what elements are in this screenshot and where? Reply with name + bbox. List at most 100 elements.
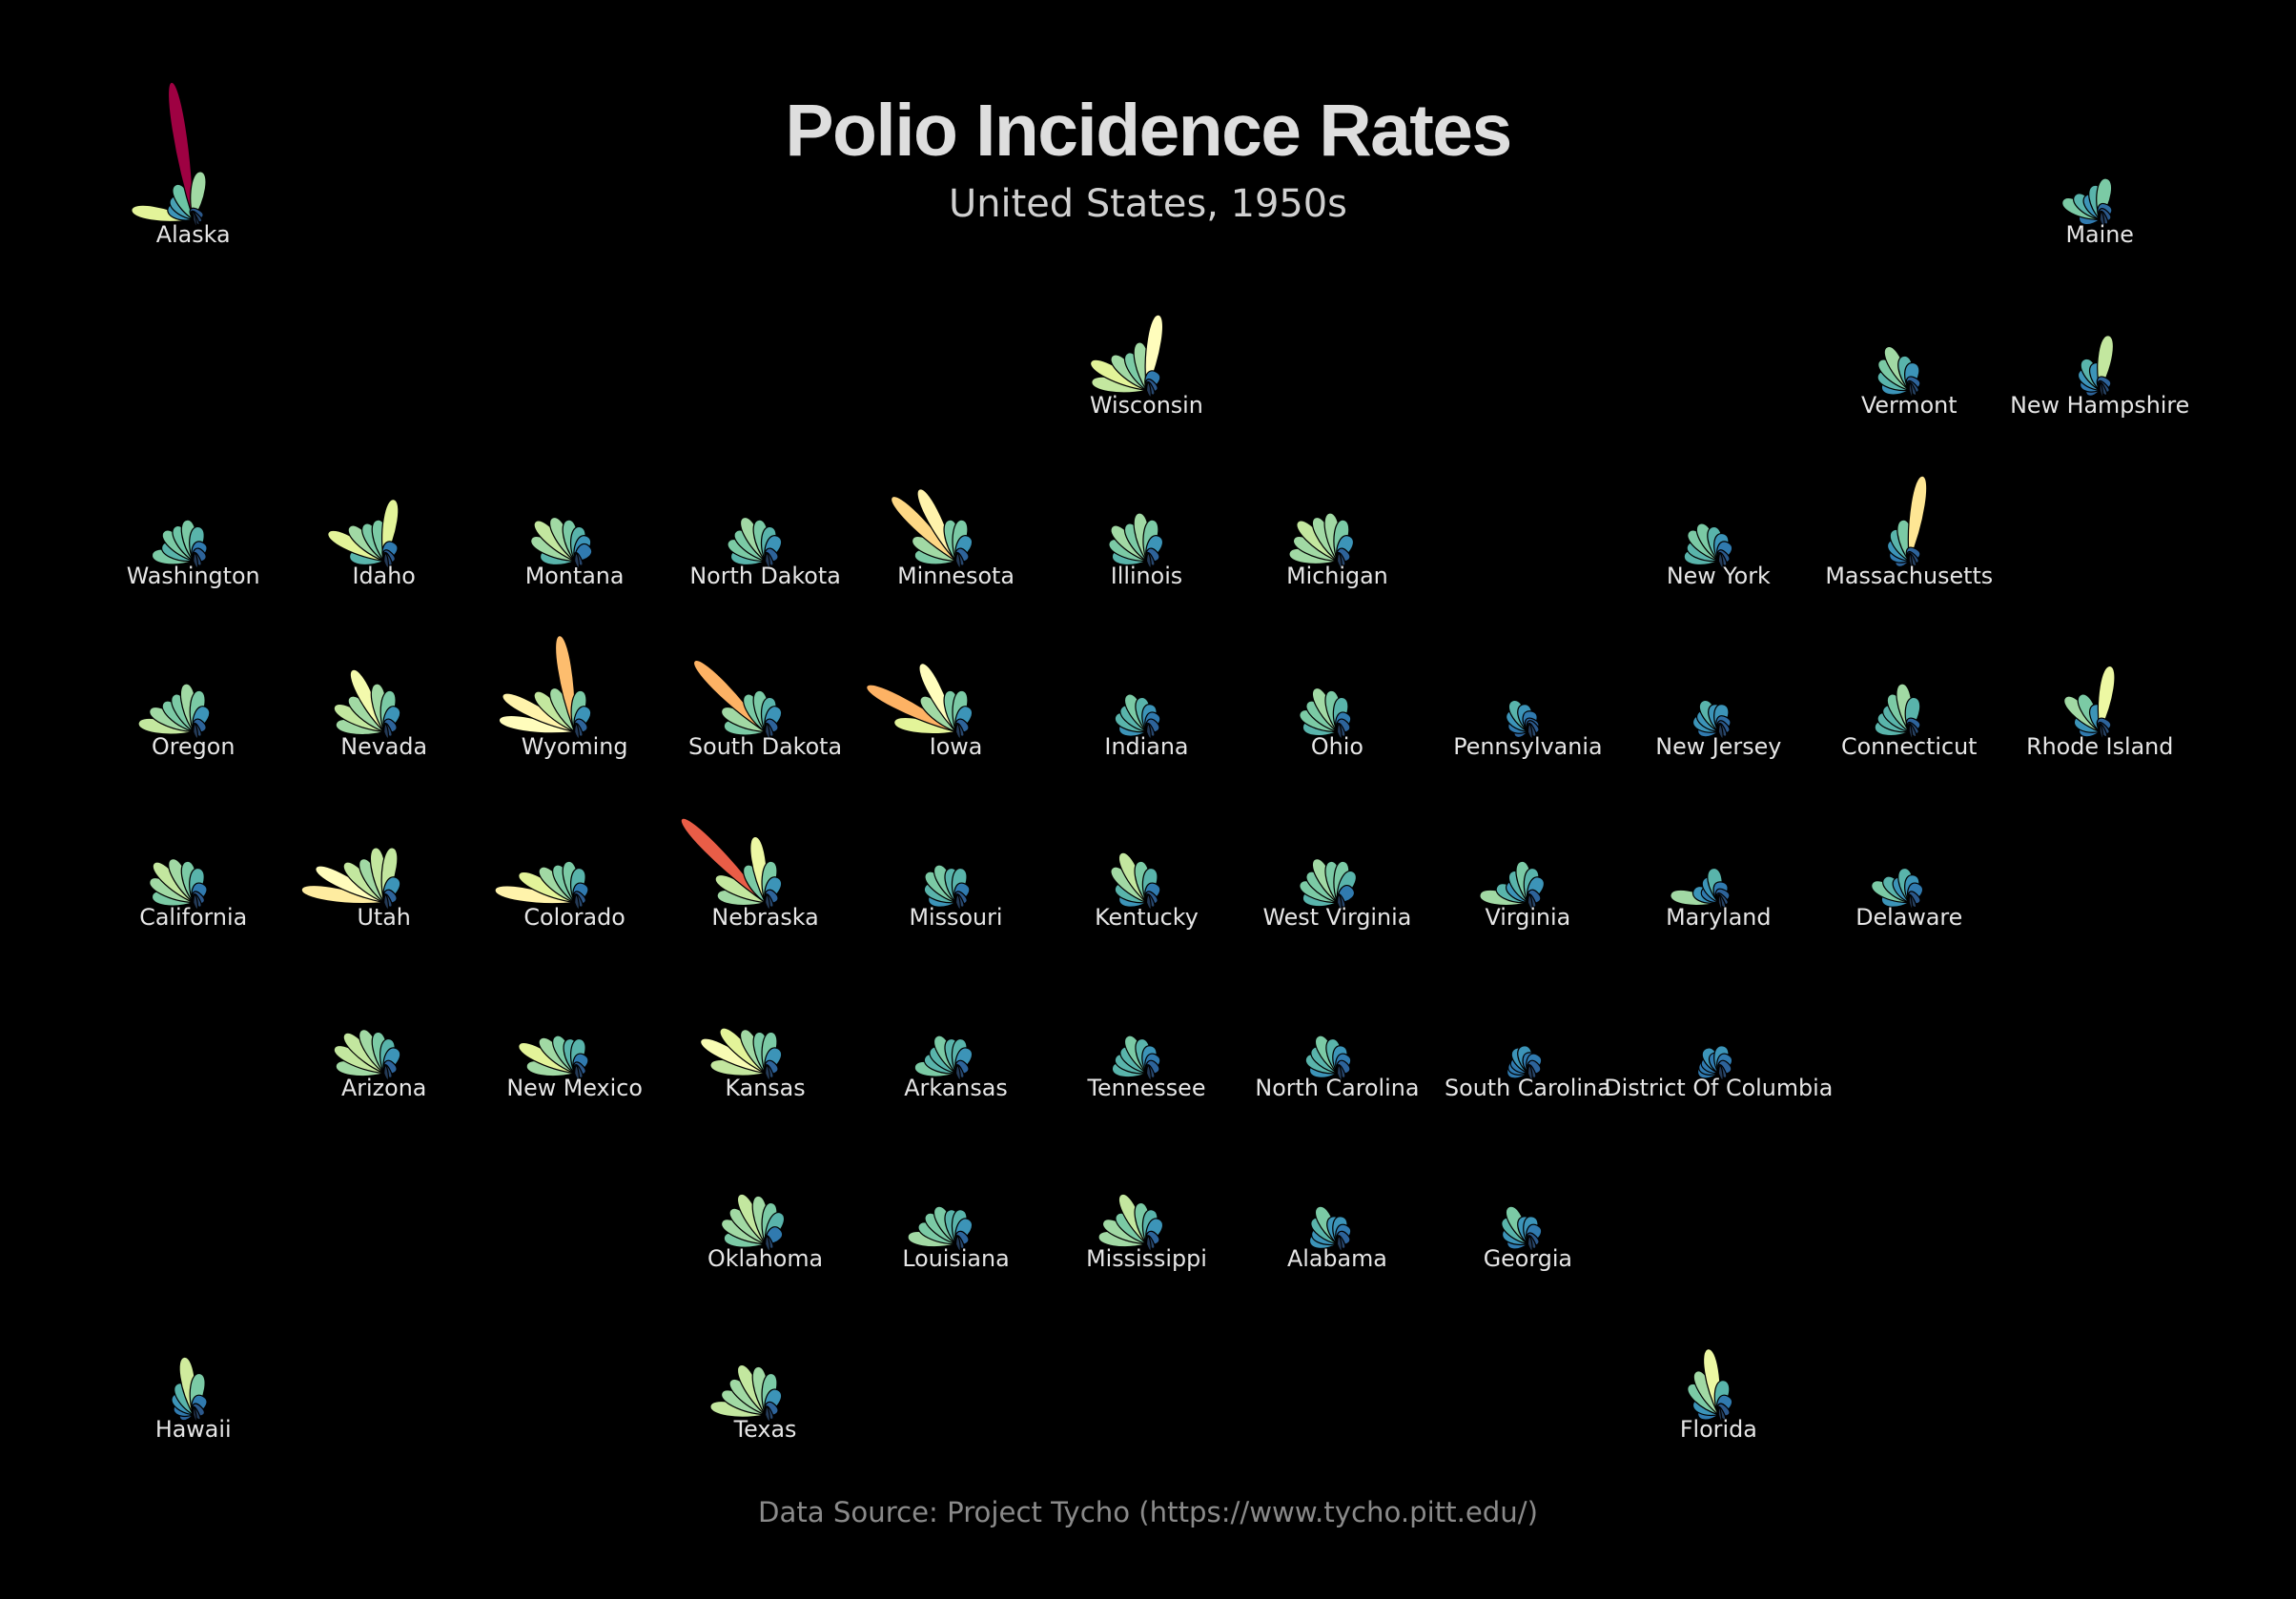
- state-glyph: [1108, 512, 1164, 569]
- state-label: Colorado: [523, 904, 625, 931]
- state-label: Arizona: [341, 1075, 426, 1101]
- state-glyph: [2061, 177, 2113, 227]
- state-glyph: [333, 1029, 401, 1081]
- state-glyph: [1110, 851, 1161, 911]
- state-glyph: [721, 1193, 786, 1252]
- petal: [954, 894, 961, 911]
- state-glyph: [1874, 683, 1921, 740]
- state-glyph: [1683, 523, 1733, 569]
- petal: [1527, 1065, 1533, 1081]
- petal: [1527, 724, 1533, 740]
- state-glyph: [530, 517, 593, 569]
- petal: [764, 553, 770, 569]
- state-label: New Mexico: [506, 1075, 643, 1101]
- petal: [1717, 1065, 1724, 1081]
- petal: [383, 1065, 390, 1081]
- state-label: Maryland: [1666, 904, 1771, 931]
- state-glyph: [907, 1205, 974, 1252]
- state-label: Iowa: [930, 733, 983, 760]
- petal: [1336, 1236, 1343, 1252]
- petal: [383, 894, 390, 911]
- petal: [954, 724, 961, 740]
- state-glyph: [149, 858, 208, 911]
- state-glyph: [1090, 314, 1164, 398]
- petal: [1145, 724, 1152, 740]
- state-glyph: [1876, 345, 1921, 399]
- state-glyph: [1114, 693, 1161, 740]
- state-label: District Of Columbia: [1604, 1075, 1833, 1101]
- state-label: Ohio: [1311, 733, 1363, 760]
- state-glyph: [1299, 858, 1358, 911]
- petal: [764, 894, 770, 911]
- state-glyph: [709, 1363, 783, 1423]
- petal: [167, 81, 195, 220]
- state-label: New York: [1667, 563, 1771, 589]
- petal: [1908, 724, 1914, 740]
- state-glyph: [2063, 665, 2116, 740]
- state-glyph: [1507, 1045, 1543, 1081]
- state-label: Missouri: [910, 904, 1003, 931]
- petal: [1908, 382, 1914, 399]
- state-label: Wisconsin: [1090, 392, 1203, 419]
- state-glyph: [1304, 1035, 1352, 1081]
- petal: [1336, 1065, 1343, 1081]
- state-glyph: [300, 847, 401, 911]
- petal: [1527, 1236, 1533, 1252]
- state-label: Florida: [1680, 1416, 1757, 1443]
- state-label: Alaska: [156, 221, 231, 248]
- petal: [1908, 553, 1914, 569]
- state-label: Michigan: [1286, 563, 1388, 589]
- petal: [764, 1236, 770, 1252]
- petal: [1145, 1236, 1152, 1252]
- state-label: Delaware: [1855, 904, 1962, 931]
- petal: [1145, 553, 1152, 569]
- state-glyph: [518, 1035, 589, 1081]
- petal: [1717, 894, 1723, 911]
- state-glyph: [1697, 1045, 1733, 1081]
- state-label: Indiana: [1104, 733, 1188, 760]
- state-label: Tennessee: [1086, 1075, 1205, 1101]
- petal: [954, 1236, 961, 1252]
- petal: [554, 635, 576, 732]
- petal: [1145, 381, 1152, 398]
- state-label: Oklahoma: [707, 1245, 823, 1272]
- state-label: Louisiana: [902, 1245, 1009, 1272]
- state-glyph: [1288, 512, 1355, 569]
- state-label: Nevada: [340, 733, 427, 760]
- state-label: New Hampshire: [2010, 392, 2189, 419]
- petal: [1527, 894, 1533, 911]
- petal: [1336, 553, 1343, 569]
- state-label: Massachusetts: [1825, 563, 1993, 589]
- chart-subtitle: United States, 1950s: [949, 182, 1347, 226]
- state-label: Mississippi: [1086, 1245, 1207, 1272]
- state-glyph: [680, 817, 783, 911]
- petal: [1717, 724, 1724, 740]
- petal: [1145, 1065, 1152, 1081]
- state-glyph: [923, 864, 971, 911]
- state-glyph: [2077, 335, 2115, 399]
- state-glyph: [1871, 867, 1924, 911]
- state-label: South Carolina: [1445, 1075, 1611, 1101]
- state-label: Pennsylvania: [1453, 733, 1602, 760]
- petal: [193, 894, 199, 911]
- state-label: Montana: [525, 563, 625, 589]
- petal: [764, 724, 770, 740]
- petal: [383, 724, 390, 740]
- state-label: Oregon: [152, 733, 235, 760]
- state-glyph: [727, 517, 783, 569]
- state-glyph: [1886, 475, 1928, 569]
- state-glyph: [498, 635, 592, 740]
- petal: [1907, 475, 1928, 562]
- state-glyph: [1479, 860, 1545, 911]
- petal: [193, 724, 199, 740]
- petal: [1717, 1406, 1723, 1423]
- state-label: Connecticut: [1841, 733, 1978, 760]
- state-glyph: [171, 1356, 208, 1423]
- state-glyph: [1691, 699, 1732, 740]
- petal: [1336, 894, 1343, 911]
- state-glyph: [890, 488, 974, 569]
- state-glyph: [1308, 1205, 1352, 1252]
- petal: [2099, 724, 2104, 740]
